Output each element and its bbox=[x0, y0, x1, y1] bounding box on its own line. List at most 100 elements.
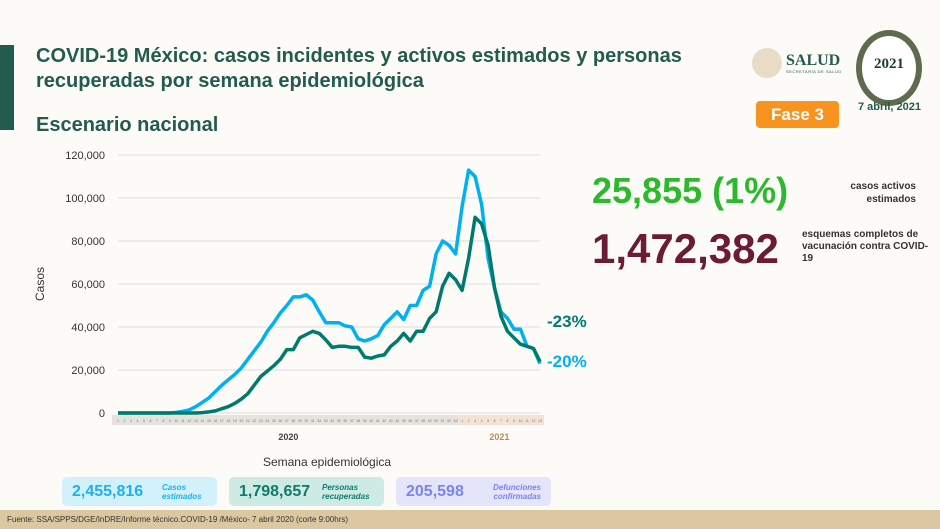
x-tick-label: 51 bbox=[441, 419, 445, 423]
vaccination-label: esquemas completos de vacunación contra … bbox=[802, 229, 929, 264]
x-tick-label: 37 bbox=[350, 419, 354, 423]
x-tick-label: 12 bbox=[187, 419, 191, 423]
x-tick-label: 20 bbox=[239, 419, 243, 423]
card-label: Casos estimados bbox=[162, 482, 202, 501]
card-value: 2,455,816 bbox=[72, 482, 144, 500]
active-cases-label: casos activos estimados bbox=[850, 181, 916, 205]
x-tick-label: 13 bbox=[538, 419, 542, 423]
salud-logo-subtext: SECRETARÍA DE SALUD bbox=[786, 68, 842, 74]
x-tick-label: 44 bbox=[395, 419, 399, 423]
x-tick-label: 22 bbox=[252, 419, 256, 423]
x-tick-label: 35 bbox=[337, 419, 341, 423]
x-tick-label: 7 bbox=[156, 419, 158, 423]
salud-logo: SALUD SECRETARÍA DE SALUD bbox=[752, 48, 842, 78]
x-tick-label: 9 bbox=[513, 419, 515, 423]
x-tick-label: 53 bbox=[454, 419, 458, 423]
card-estimated-cases: 2,455,816 Casos estimados bbox=[62, 477, 217, 506]
salud-logo-text: SALUD bbox=[786, 51, 841, 69]
x-tick-label: 48 bbox=[421, 419, 425, 423]
x-tick-label: 8 bbox=[162, 419, 164, 423]
seal-icon bbox=[752, 48, 782, 78]
series-line-1 bbox=[118, 215, 542, 415]
y-tick-label: 80,000 bbox=[71, 236, 105, 248]
x-tick-label: 29 bbox=[298, 419, 302, 423]
page-title: COVID-19 México: casos incidentes y acti… bbox=[36, 45, 682, 92]
x-tick-label: 21 bbox=[246, 419, 250, 423]
x-tick-label: 2 bbox=[124, 419, 126, 423]
x-tick-label: 25 bbox=[272, 419, 276, 423]
x-tick-label: 5 bbox=[487, 419, 489, 423]
x-tick-label: 5 bbox=[143, 419, 145, 423]
card-label: Defunciones confirmadas bbox=[492, 482, 541, 501]
x-tick-label: 45 bbox=[402, 419, 406, 423]
x-tick-label: 26 bbox=[278, 419, 282, 423]
x-tick-label: 11 bbox=[525, 419, 529, 423]
year-label-2020: 2020 bbox=[278, 432, 298, 442]
mexico-2021-logo: 2021 bbox=[856, 30, 922, 106]
x-tick-label: 47 bbox=[415, 419, 419, 423]
year-label-2021: 2021 bbox=[489, 432, 509, 442]
y-tick-label: 20,000 bbox=[71, 365, 105, 377]
x-tick-label: 4 bbox=[137, 419, 139, 423]
x-tick-label: 3 bbox=[474, 419, 476, 423]
x-tick-label: 4 bbox=[481, 419, 483, 423]
x-tick-label: 49 bbox=[428, 419, 432, 423]
x-tick-label: 1 bbox=[117, 419, 119, 423]
card-label: Personas recuperadas bbox=[322, 482, 370, 501]
y-tick-label: 60,000 bbox=[71, 279, 105, 291]
x-tick-label: 36 bbox=[343, 419, 347, 423]
x-tick-label: 2 bbox=[468, 419, 470, 423]
x-tick-label: 10 bbox=[174, 419, 178, 423]
x-tick-label: 19 bbox=[233, 419, 237, 423]
x-tick-label: 42 bbox=[382, 419, 386, 423]
accent-bar bbox=[0, 45, 14, 130]
series-end-label-estimated: -20% bbox=[547, 352, 587, 371]
y-tick-label: 120,000 bbox=[65, 150, 105, 162]
x-axis-title: Semana epidemiológica bbox=[263, 455, 391, 469]
x-tick-label: 39 bbox=[363, 419, 367, 423]
y-axis-title: Casos bbox=[33, 267, 47, 301]
active-cases-value: 25,855 (1%) bbox=[592, 170, 789, 211]
y-tick-label: 40,000 bbox=[71, 322, 105, 334]
x-tick-label: 10 bbox=[519, 419, 523, 423]
x-tick-label: 27 bbox=[285, 419, 289, 423]
x-tick-label: 11 bbox=[181, 419, 185, 423]
x-tick-label: 17 bbox=[220, 419, 224, 423]
x-tick-label: 1 bbox=[461, 419, 463, 423]
series-line-0 bbox=[118, 168, 542, 415]
x-tick-label: 12 bbox=[532, 419, 536, 423]
source-footer: Fuente: SSA/SPPS/DGE/InDRE/Informe técni… bbox=[0, 510, 940, 529]
x-tick-label: 30 bbox=[304, 419, 308, 423]
x-tick-label: 3 bbox=[130, 419, 132, 423]
x-axis-band-2021 bbox=[458, 415, 544, 425]
card-recovered: 1,798,657 Personas recuperadas bbox=[229, 477, 384, 506]
x-tick-label: 52 bbox=[447, 419, 451, 423]
x-tick-label: 31 bbox=[311, 419, 315, 423]
card-value: 205,598 bbox=[406, 482, 464, 500]
x-tick-label: 46 bbox=[408, 419, 412, 423]
x-tick-label: 9 bbox=[169, 419, 171, 423]
x-tick-label: 43 bbox=[389, 419, 393, 423]
line-chart: 0 20,000 40,000 60,000 80,000 100,000 120,000 1… bbox=[33, 150, 587, 469]
x-tick-label: 50 bbox=[434, 419, 438, 423]
x-tick-label: 23 bbox=[259, 419, 263, 423]
card-value: 1,798,657 bbox=[239, 482, 311, 500]
x-axis-band-2020 bbox=[112, 415, 459, 425]
report-date: 7 abril, 2021 bbox=[858, 101, 921, 113]
x-tick-label: 16 bbox=[213, 419, 217, 423]
x-tick-label: 6 bbox=[494, 419, 496, 423]
x-tick-label: 8 bbox=[507, 419, 509, 423]
x-tick-label: 33 bbox=[324, 419, 328, 423]
x-tick-label: 7 bbox=[500, 419, 502, 423]
x-tick-label: 34 bbox=[330, 419, 334, 423]
x-tick-label: 14 bbox=[200, 419, 204, 423]
x-tick-label: 13 bbox=[194, 419, 198, 423]
x-tick-label: 41 bbox=[376, 419, 380, 423]
y-tick-label: 100,000 bbox=[65, 193, 105, 205]
x-tick-label: 24 bbox=[265, 419, 269, 423]
x-tick-label: 18 bbox=[226, 419, 230, 423]
y-tick-label: 0 bbox=[99, 408, 105, 420]
phase-badge: Fase 3 bbox=[756, 101, 839, 128]
page-subtitle: Escenario nacional bbox=[36, 114, 219, 136]
x-tick-label: 40 bbox=[369, 419, 373, 423]
